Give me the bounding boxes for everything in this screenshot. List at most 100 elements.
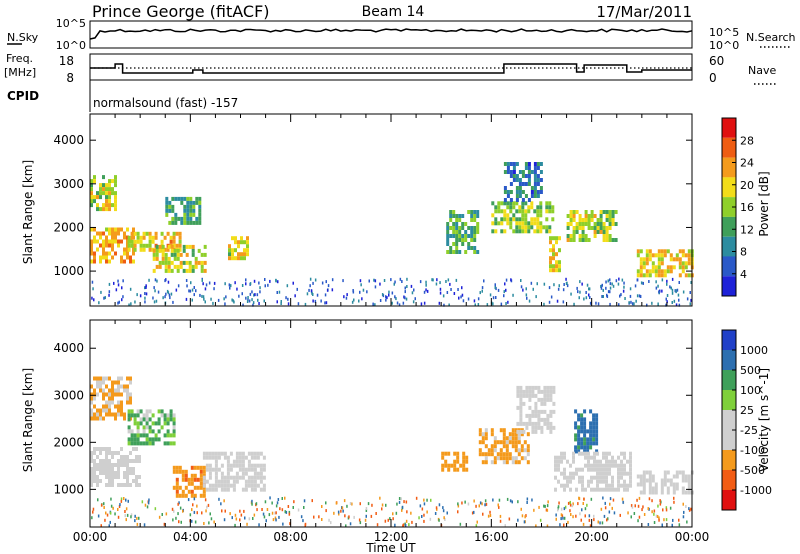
heatmap-cell [569, 238, 573, 242]
heatmap-cell [169, 296, 171, 300]
freq-tick-high: 18 [59, 54, 74, 68]
heatmap-cell [93, 463, 96, 467]
heatmap-cell [93, 467, 96, 471]
heatmap-cell [108, 195, 111, 200]
heatmap-cell [551, 217, 555, 222]
heatmap-cell [96, 195, 99, 200]
heatmap-cell [648, 253, 652, 258]
heatmap-cell [276, 291, 278, 294]
heatmap-cell [126, 471, 129, 475]
heatmap-cell [515, 225, 519, 230]
heatmap-cell [444, 451, 448, 456]
heatmap-cell [596, 226, 600, 230]
heatmap-cell [259, 487, 263, 492]
heatmap-cell [605, 280, 607, 284]
xtick-label: 12:00 [374, 530, 409, 544]
heatmap-cell [152, 268, 156, 273]
heatmap-cell [527, 198, 531, 202]
heatmap-cell [133, 239, 137, 244]
heatmap-cell [545, 217, 549, 222]
heatmap-cell [590, 463, 593, 468]
heatmap-cell [195, 289, 197, 293]
heatmap-cell [90, 203, 93, 208]
colorbar-tick-label: 4 [740, 268, 747, 281]
heatmap-cell [484, 428, 488, 433]
heatmap-cell [526, 432, 530, 437]
heatmap-cell [508, 440, 512, 445]
heatmap-cell [132, 467, 135, 471]
heatmap-cell [136, 409, 140, 414]
heatmap-cell [673, 500, 675, 504]
heatmap-cell [126, 227, 129, 232]
heatmap-cell [506, 166, 510, 170]
heatmap-cell [503, 201, 507, 206]
heatmap-cell [530, 217, 534, 222]
heatmap-cell [111, 412, 114, 417]
heatmap-cell [539, 190, 543, 194]
heatmap-cell [241, 292, 243, 296]
heatmap-cell [571, 504, 574, 508]
heatmap-cell [569, 463, 572, 468]
heatmap-cell [583, 409, 587, 414]
heatmap-cell [515, 174, 519, 178]
heatmap-cell [90, 251, 93, 256]
heatmap-cell [105, 471, 108, 475]
heatmap-cell [134, 514, 136, 518]
heatmap-cell [672, 474, 676, 479]
heatmap-cell [192, 503, 194, 507]
heatmap-cell [551, 205, 555, 210]
heatmap-cell [522, 389, 526, 394]
heatmap-cell [590, 475, 593, 480]
heatmap-cell [521, 229, 525, 234]
heatmap-cell [234, 281, 236, 285]
heatmap-cell [560, 483, 563, 488]
heatmap-cell [464, 238, 468, 242]
heatmap-cell [452, 214, 456, 218]
heatmap-cell [308, 288, 310, 292]
heatmap-cell [321, 518, 323, 521]
heatmap-cell [566, 222, 570, 226]
heatmap-cell [552, 244, 555, 249]
heatmap-cell [267, 283, 269, 287]
heatmap-cell [615, 279, 618, 283]
heatmap-cell [639, 474, 643, 479]
heatmap-cell [452, 226, 456, 230]
heatmap-cell [580, 413, 584, 418]
heatmap-cell [534, 385, 538, 390]
heatmap-cell [163, 247, 167, 252]
heatmap-cell [229, 483, 233, 488]
heatmap-cell [503, 190, 507, 194]
heatmap-cell [511, 432, 515, 437]
heatmap-cell [627, 511, 629, 515]
heatmap-cell [109, 520, 111, 524]
heatmap-cell [572, 214, 576, 218]
heatmap-cell [93, 404, 96, 409]
heatmap-cell [133, 417, 137, 422]
heatmap-cell [687, 249, 691, 254]
heatmap-cell [555, 264, 558, 269]
heatmap-cell [148, 247, 152, 252]
heatmap-cell [148, 231, 152, 236]
heatmap-cell [639, 269, 643, 274]
heatmap-cell [251, 290, 253, 294]
nsearch-tick-low: 10^0 [709, 39, 739, 52]
heatmap-cell [259, 471, 263, 476]
heatmap-cell [476, 230, 480, 234]
heatmap-cell [519, 409, 523, 414]
heatmap-cell [126, 255, 129, 260]
heatmap-cell [484, 444, 488, 449]
heatmap-cell [226, 479, 230, 484]
heatmap-cell [231, 516, 233, 520]
heatmap-cell [186, 208, 190, 213]
heatmap-cell [457, 288, 459, 291]
heatmap-cell [452, 234, 456, 238]
heatmap-cell [569, 500, 571, 504]
heatmap-cell [462, 455, 466, 460]
heatmap-cell [583, 497, 585, 501]
heatmap-cell [398, 497, 401, 500]
heatmap-cell [678, 281, 680, 284]
heatmap-cell [102, 203, 105, 208]
heatmap-cell [516, 385, 520, 390]
heatmap-cell [90, 479, 93, 483]
heatmap-cell [543, 393, 547, 398]
